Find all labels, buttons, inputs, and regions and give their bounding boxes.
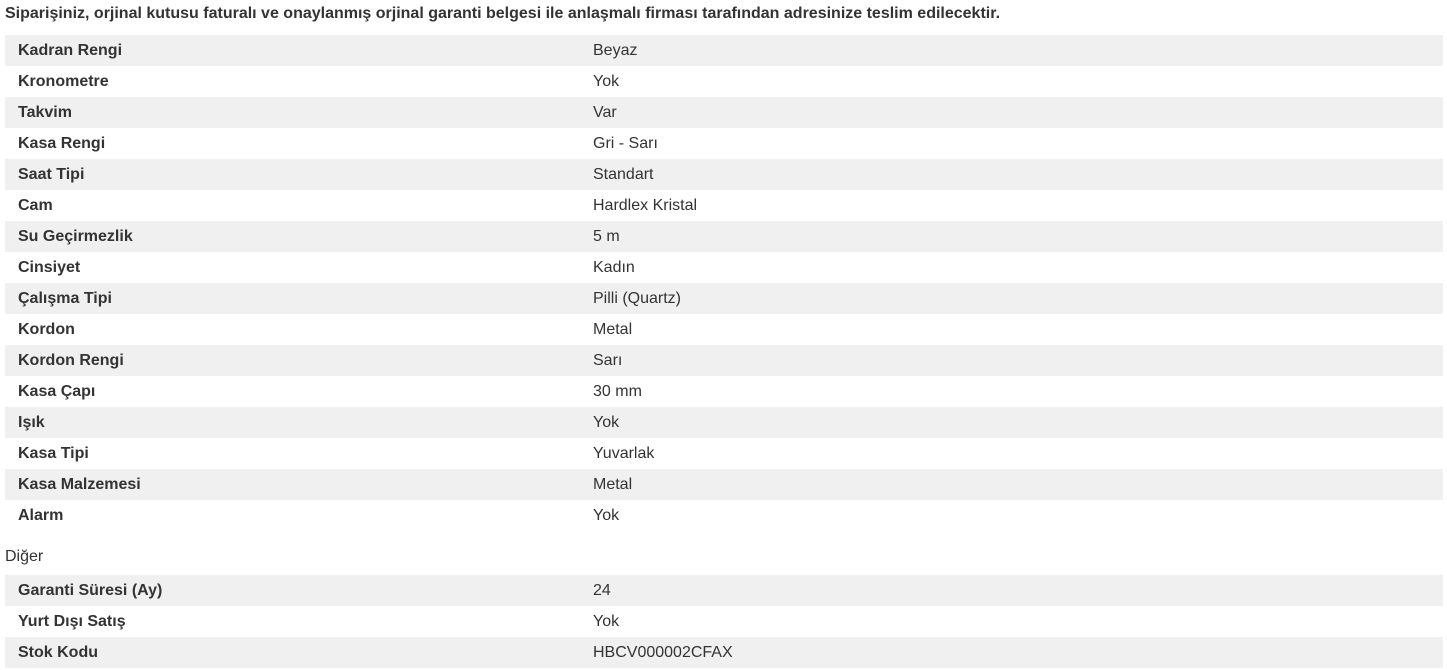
spec-label: Stok Kodu bbox=[18, 643, 98, 661]
spec-row-saat-tipi: Saat Tipi Standart bbox=[5, 159, 1443, 190]
spec-value: Hardlex Kristal bbox=[593, 196, 698, 214]
spec-label: Yurt Dışı Satış bbox=[18, 612, 126, 630]
spec-row-garanti-suresi: Garanti Süresi (Ay) 24 bbox=[5, 575, 1443, 606]
spec-label: Kordon Rengi bbox=[18, 351, 124, 369]
spec-row-takvim: Takvim Var bbox=[5, 97, 1443, 128]
spec-row-kasa-malzemesi: Kasa Malzemesi Metal bbox=[5, 469, 1443, 500]
spec-label: Kronometre bbox=[18, 72, 109, 90]
spec-row-su-gecirmezlik: Su Geçirmezlik 5 m bbox=[5, 221, 1443, 252]
spec-value: Sarı bbox=[593, 351, 623, 369]
spec-label: Çalışma Tipi bbox=[18, 289, 112, 307]
product-specs-table: Kadran Rengi Beyaz Kronometre Yok Takvim… bbox=[5, 35, 1443, 531]
spec-label: Garanti Süresi (Ay) bbox=[18, 581, 163, 599]
spec-value: Yok bbox=[593, 413, 620, 431]
section-title-diger: Diğer bbox=[5, 548, 44, 565]
spec-value: Gri - Sarı bbox=[593, 134, 658, 152]
spec-label: Kasa Tipi bbox=[18, 444, 89, 462]
spec-row-kasa-capi: Kasa Çapı 30 mm bbox=[5, 376, 1443, 407]
spec-value: 24 bbox=[593, 581, 611, 599]
spec-label: Kordon bbox=[18, 320, 75, 338]
spec-value: 5 m bbox=[593, 227, 620, 245]
spec-row-cinsiyet: Cinsiyet Kadın bbox=[5, 252, 1443, 283]
spec-value: Metal bbox=[593, 320, 633, 338]
spec-value: Pilli (Quartz) bbox=[593, 289, 682, 307]
spec-label: Takvim bbox=[18, 103, 72, 121]
spec-row-isik: Işık Yok bbox=[5, 407, 1443, 438]
spec-value: Beyaz bbox=[593, 41, 638, 59]
spec-row-yurt-disi-satis: Yurt Dışı Satış Yok bbox=[5, 606, 1443, 637]
spec-value: Yok bbox=[593, 506, 620, 524]
spec-row-cam: Cam Hardlex Kristal bbox=[5, 190, 1443, 221]
spec-row-kordon: Kordon Metal bbox=[5, 314, 1443, 345]
spec-label: Cinsiyet bbox=[18, 258, 81, 276]
spec-row-kasa-rengi: Kasa Rengi Gri - Sarı bbox=[5, 128, 1443, 159]
spec-value: Standart bbox=[593, 165, 654, 183]
spec-label: Kadran Rengi bbox=[18, 41, 123, 59]
delivery-notice: Siparişiniz, orjinal kutusu faturalı ve … bbox=[5, 5, 1001, 22]
spec-value: HBCV000002CFAX bbox=[593, 643, 733, 661]
spec-value: Kadın bbox=[593, 258, 635, 276]
spec-row-calisma-tipi: Çalışma Tipi Pilli (Quartz) bbox=[5, 283, 1443, 314]
spec-value: Yok bbox=[593, 612, 620, 630]
spec-label: Cam bbox=[18, 196, 53, 214]
spec-value: Yok bbox=[593, 72, 620, 90]
spec-value: Var bbox=[593, 103, 617, 121]
spec-label: Saat Tipi bbox=[18, 165, 85, 183]
spec-value: 30 mm bbox=[593, 382, 642, 400]
spec-row-kronometre: Kronometre Yok bbox=[5, 66, 1443, 97]
spec-label: Su Geçirmezlik bbox=[18, 227, 133, 245]
spec-label: Alarm bbox=[18, 506, 64, 524]
spec-label: Işık bbox=[18, 413, 45, 431]
spec-row-kasa-tipi: Kasa Tipi Yuvarlak bbox=[5, 438, 1443, 469]
spec-row-stok-kodu: Stok Kodu HBCV000002CFAX bbox=[5, 637, 1443, 668]
spec-row-kadran-rengi: Kadran Rengi Beyaz bbox=[5, 35, 1443, 66]
spec-row-alarm: Alarm Yok bbox=[5, 500, 1443, 531]
other-specs-table: Garanti Süresi (Ay) 24 Yurt Dışı Satış Y… bbox=[5, 575, 1443, 668]
spec-label: Kasa Rengi bbox=[18, 134, 106, 152]
spec-value: Metal bbox=[593, 475, 633, 493]
spec-label: Kasa Çapı bbox=[18, 382, 96, 400]
spec-row-kordon-rengi: Kordon Rengi Sarı bbox=[5, 345, 1443, 376]
spec-value: Yuvarlak bbox=[593, 444, 655, 462]
spec-label: Kasa Malzemesi bbox=[18, 475, 141, 493]
